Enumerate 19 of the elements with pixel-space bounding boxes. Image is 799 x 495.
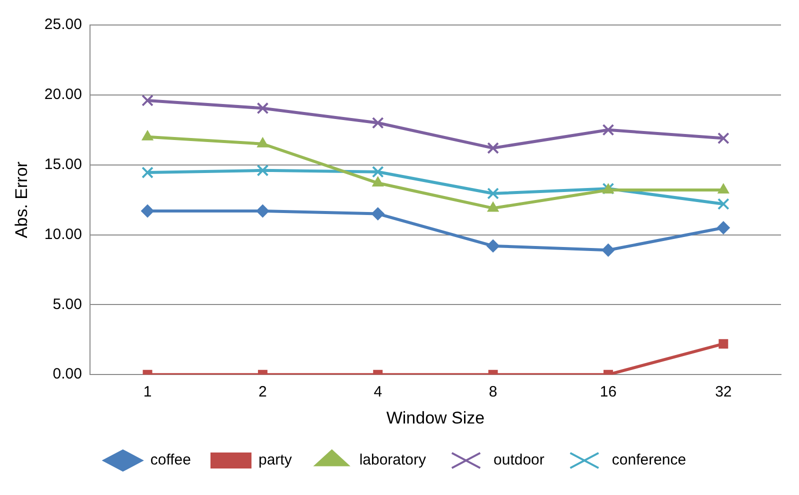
x-tick-label: 32 — [715, 384, 732, 401]
y-tick-label: 10.00 — [44, 226, 82, 243]
y-axis-title: Abs. Error — [12, 161, 31, 238]
y-tick-label: 0.00 — [52, 366, 82, 383]
x-axis-title: Window Size — [386, 408, 485, 428]
legend-label: coffee — [150, 452, 191, 469]
legend-label: party — [258, 452, 292, 469]
x-tick-label: 1 — [143, 384, 152, 401]
x-tick-label: 4 — [374, 384, 382, 401]
legend-label: laboratory — [359, 452, 427, 469]
y-tick-label: 15.00 — [44, 156, 82, 173]
legend-label: conference — [612, 452, 686, 469]
x-tick-label: 8 — [488, 384, 498, 401]
y-tick-label: 25.00 — [44, 16, 82, 34]
x-tick-label: 16 — [600, 384, 617, 401]
legend-label: outdoor — [494, 452, 544, 469]
x-tick-label: 2 — [258, 384, 267, 401]
y-tick-label: 20.00 — [44, 86, 82, 104]
y-tick-label: 5.00 — [52, 296, 82, 313]
